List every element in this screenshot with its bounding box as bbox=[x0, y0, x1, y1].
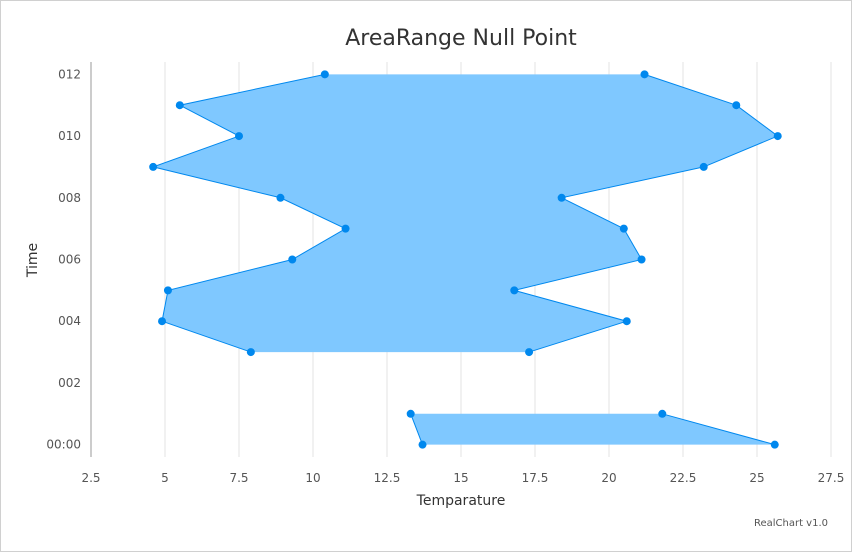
time-tick-label: 00:00 bbox=[46, 438, 81, 452]
high-point[interactable] bbox=[510, 286, 519, 295]
high-point[interactable] bbox=[732, 101, 741, 110]
low-point[interactable] bbox=[175, 101, 184, 110]
high-point[interactable] bbox=[770, 440, 779, 449]
low-point[interactable] bbox=[149, 162, 158, 171]
temperature-tick-label: 22.5 bbox=[670, 471, 697, 485]
high-point[interactable] bbox=[622, 317, 631, 326]
low-point[interactable] bbox=[163, 286, 172, 295]
temperature-tick-label: 12.5 bbox=[374, 471, 401, 485]
data-points bbox=[149, 70, 782, 449]
low-point[interactable] bbox=[276, 193, 285, 202]
time-tick-label: 010 bbox=[58, 129, 81, 143]
low-point[interactable] bbox=[288, 255, 297, 264]
low-point[interactable] bbox=[246, 348, 255, 357]
temperature-tick-label: 17.5 bbox=[522, 471, 549, 485]
high-line-segment-0 bbox=[662, 413, 775, 446]
time-tick-label: 006 bbox=[58, 253, 81, 267]
temperature-tick-label: 27.5 bbox=[818, 471, 845, 485]
area-range-series bbox=[151, 73, 779, 446]
low-line-segment-1 bbox=[151, 73, 347, 353]
low-point[interactable] bbox=[320, 70, 329, 79]
high-point[interactable] bbox=[699, 162, 708, 171]
low-point[interactable] bbox=[406, 409, 415, 418]
high-point[interactable] bbox=[619, 224, 628, 233]
temperature-tick-label: 7.5 bbox=[229, 471, 248, 485]
high-point[interactable] bbox=[773, 132, 782, 141]
temperature-tick-label: 25 bbox=[749, 471, 764, 485]
time-tick-label: 002 bbox=[58, 376, 81, 390]
area-range-segment-1 bbox=[153, 74, 778, 353]
temperature-tick-label: 15 bbox=[453, 471, 468, 485]
temperature-axis-ticks: 2.5 5 7.5 10 12.5 15 17.5 20 22.5 25 27.5 bbox=[81, 471, 844, 485]
high-point[interactable] bbox=[525, 348, 534, 357]
low-point[interactable] bbox=[235, 132, 243, 141]
temperature-tick-label: 2.5 bbox=[81, 471, 100, 485]
high-point[interactable] bbox=[640, 70, 649, 79]
chart-title: AreaRange Null Point bbox=[345, 26, 577, 51]
temperature-tick-label: 10 bbox=[305, 471, 320, 485]
low-point[interactable] bbox=[341, 224, 350, 233]
high-point[interactable] bbox=[637, 255, 646, 264]
chart-credit: RealChart v1.0 bbox=[754, 518, 828, 529]
time-tick-label: 012 bbox=[58, 67, 81, 81]
high-line-segment-1 bbox=[512, 73, 779, 353]
high-point[interactable] bbox=[557, 193, 566, 202]
time-tick-label: 004 bbox=[58, 314, 81, 328]
low-point[interactable] bbox=[158, 317, 167, 326]
time-axis-title: Time bbox=[25, 243, 41, 278]
temperature-tick-label: 5 bbox=[161, 471, 169, 485]
time-tick-label: 008 bbox=[58, 191, 81, 205]
temperature-tick-label: 20 bbox=[601, 471, 616, 485]
time-axis-labels: 00:00 002 004 006 008 010 012 bbox=[46, 67, 81, 451]
low-point[interactable] bbox=[418, 440, 427, 449]
high-point[interactable] bbox=[658, 409, 667, 418]
area-range-segment-0 bbox=[410, 413, 775, 445]
temperature-axis-title: Temparature bbox=[416, 493, 506, 509]
low-line-segment-0 bbox=[410, 413, 423, 445]
